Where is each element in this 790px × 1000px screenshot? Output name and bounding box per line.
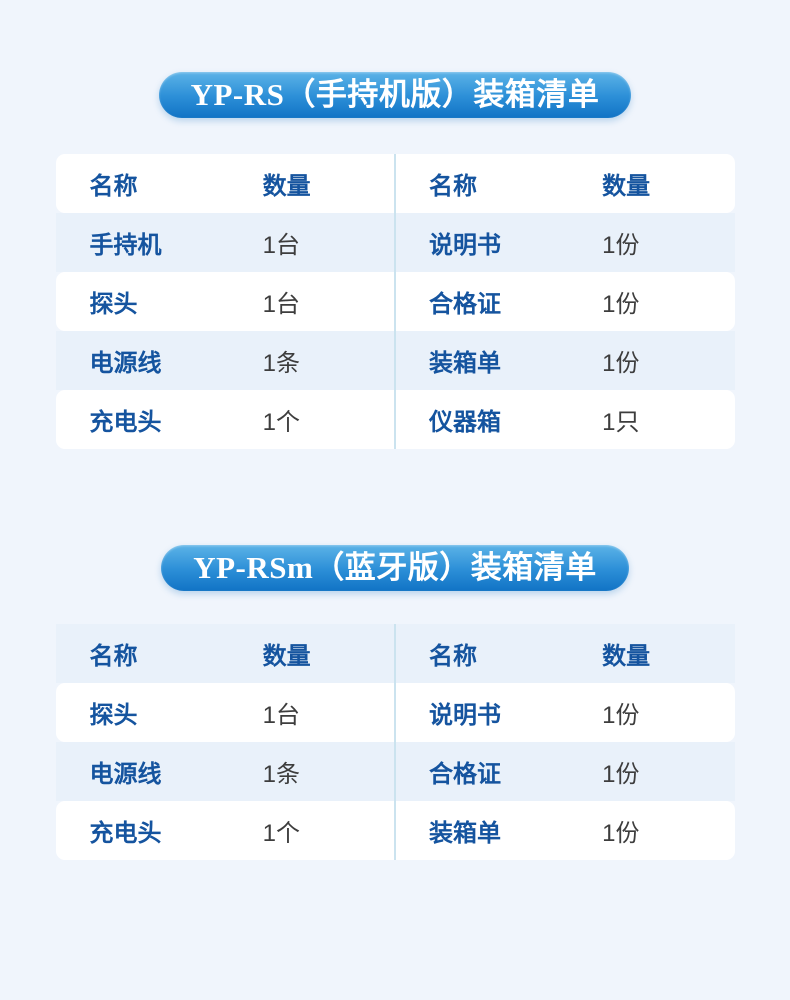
table-half-left: 名称 数量 — [56, 154, 396, 213]
packing-section: YP-RS（手持机版）装箱清单 名称 数量 名称 数量 手持机 1台 说明书 1份 探头 1台 合格… — [0, 0, 790, 449]
item-name: 装箱单 — [429, 820, 501, 847]
item-qty: 1份 — [602, 820, 640, 847]
item-name: 电源线 — [89, 761, 162, 788]
packing-table: 名称 数量 名称 数量 手持机 1台 说明书 1份 探头 1台 合格证 1份 电源线 1条 装箱单 1份 充电头… — [55, 154, 735, 449]
item-qty: 1个 — [262, 820, 300, 847]
table-half-left: 电源线 1条 — [56, 742, 396, 801]
item-name: 仪器箱 — [429, 409, 501, 436]
item-qty: 1份 — [602, 291, 640, 318]
column-header-qty: 数量 — [602, 643, 651, 670]
table-half-right: 说明书 1份 — [395, 683, 735, 742]
column-header-name: 名称 — [429, 643, 477, 670]
packing-table: 名称 数量 名称 数量 探头 1台 说明书 1份 电源线 1条 合格证 1份 充电头 1个 装箱单 1份 — [55, 624, 735, 860]
column-header-qty: 数量 — [262, 173, 311, 200]
item-qty: 1份 — [602, 350, 640, 377]
item-qty: 1份 — [602, 232, 640, 259]
section-title-pill: YP-RSm（蓝牙版）装箱清单 — [161, 545, 629, 591]
column-divider — [394, 624, 396, 860]
item-name: 电源线 — [89, 350, 162, 377]
item-qty: 1只 — [602, 409, 640, 436]
table-half-left: 电源线 1条 — [56, 331, 396, 390]
item-qty: 1个 — [262, 409, 300, 436]
item-name: 合格证 — [429, 761, 501, 788]
item-name: 说明书 — [429, 232, 501, 259]
table-half-right: 仪器箱 1只 — [395, 390, 735, 449]
item-qty: 1条 — [262, 350, 300, 377]
item-name: 合格证 — [429, 291, 501, 318]
column-header-name: 名称 — [89, 643, 138, 670]
table-half-right: 名称 数量 — [395, 154, 735, 213]
table-half-left: 名称 数量 — [56, 624, 396, 683]
table-half-right: 合格证 1份 — [395, 272, 735, 331]
item-qty: 1台 — [262, 291, 300, 318]
table-half-right: 名称 数量 — [395, 624, 735, 683]
column-header-name: 名称 — [429, 173, 477, 200]
table-half-left: 充电头 1个 — [56, 801, 396, 860]
item-name: 探头 — [89, 291, 138, 318]
packing-section: YP-RSm（蓝牙版）装箱清单 名称 数量 名称 数量 探头 1台 说明书 1份 电源线 1条 合格… — [0, 449, 790, 860]
item-qty: 1台 — [262, 702, 300, 729]
table-half-right: 装箱单 1份 — [395, 331, 735, 390]
table-half-left: 充电头 1个 — [56, 390, 396, 449]
item-name: 装箱单 — [429, 350, 501, 377]
column-header-qty: 数量 — [262, 643, 311, 670]
column-divider — [394, 154, 396, 449]
item-qty: 1份 — [602, 761, 640, 788]
section-title-wrap: YP-RSm（蓝牙版）装箱清单 — [0, 449, 790, 591]
item-qty: 1台 — [262, 232, 300, 259]
item-qty: 1份 — [602, 702, 640, 729]
section-title-wrap: YP-RS（手持机版）装箱清单 — [0, 0, 790, 118]
item-name: 探头 — [89, 702, 138, 729]
column-header-name: 名称 — [89, 173, 138, 200]
item-name: 手持机 — [89, 232, 162, 259]
item-qty: 1条 — [262, 761, 300, 788]
table-half-right: 装箱单 1份 — [395, 801, 735, 860]
section-title-pill: YP-RS（手持机版）装箱清单 — [158, 72, 632, 118]
table-half-right: 说明书 1份 — [395, 213, 735, 272]
table-half-left: 探头 1台 — [56, 272, 396, 331]
table-half-right: 合格证 1份 — [395, 742, 735, 801]
item-name: 充电头 — [89, 820, 162, 847]
table-half-left: 手持机 1台 — [56, 213, 396, 272]
item-name: 充电头 — [89, 409, 162, 436]
item-name: 说明书 — [429, 702, 501, 729]
table-half-left: 探头 1台 — [56, 683, 396, 742]
column-header-qty: 数量 — [602, 173, 651, 200]
